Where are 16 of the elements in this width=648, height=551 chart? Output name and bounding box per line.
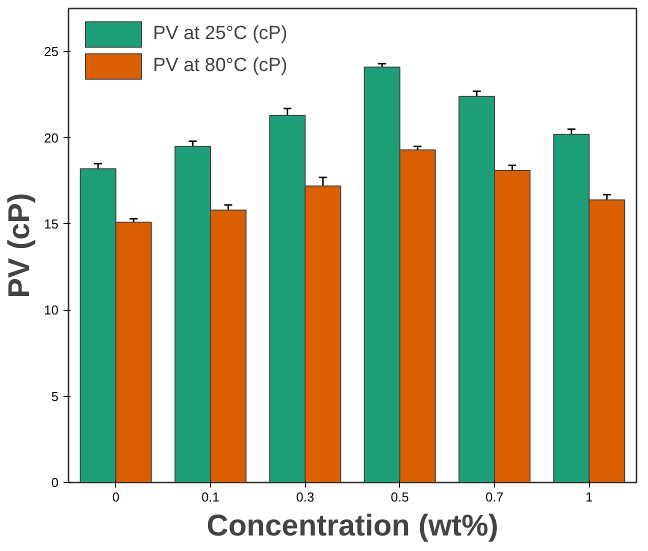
- x-tick-label: 0: [112, 490, 120, 504]
- y-tick-label: 15: [44, 216, 59, 232]
- x-tick-label: 0.5: [390, 490, 409, 504]
- y-tick-label: 20: [44, 130, 59, 146]
- legend-label: PV at 80°C (cP): [153, 55, 288, 77]
- x-axis-title: Concentration (wt%): [206, 510, 498, 542]
- y-tick-label: 5: [51, 388, 59, 404]
- legend-label: PV at 25°C (cP): [153, 23, 288, 45]
- x-tick-label: 1: [586, 490, 593, 504]
- x-tick-label: 0.1: [201, 490, 220, 504]
- y-tick-label: 10: [44, 302, 59, 318]
- y-tick-label: 25: [44, 44, 59, 60]
- x-tick-label: 0.3: [296, 490, 314, 504]
- x-tick-label: 0.7: [485, 490, 504, 504]
- y-axis-title: PV (cP): [3, 192, 36, 298]
- y-tick-label: 0: [51, 475, 59, 490]
